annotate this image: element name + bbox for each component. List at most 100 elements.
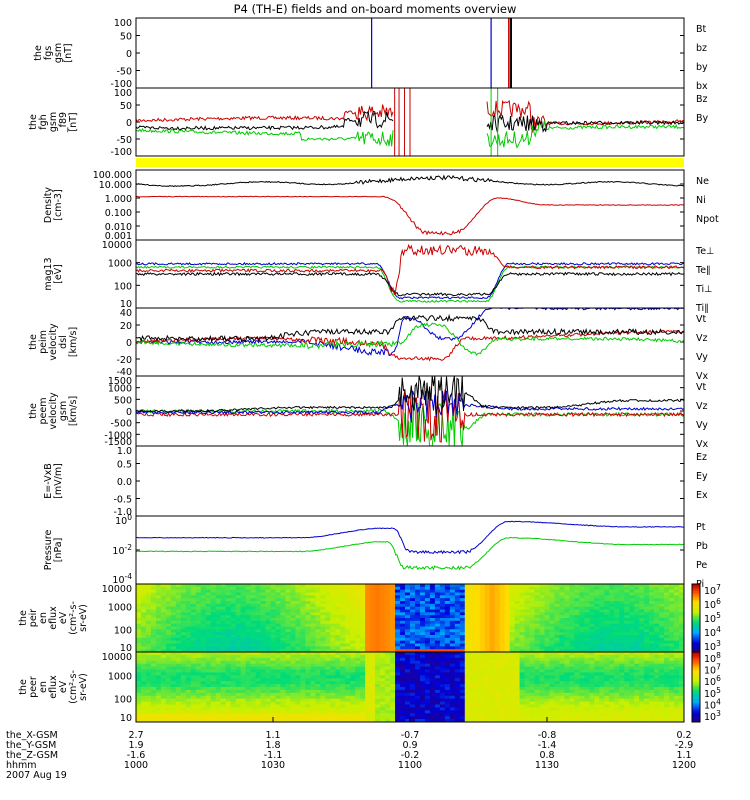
spectro-cell: [300, 687, 306, 691]
spectro-cell: [489, 615, 496, 619]
spectro-cell: [365, 615, 371, 619]
legend-efield-1: Ey: [696, 471, 708, 482]
spectro-cell: [136, 716, 142, 720]
spectro-cell: [549, 713, 555, 717]
spectro-cell: [205, 601, 212, 605]
spectro-cell: [484, 701, 491, 705]
spectro-cell: [260, 681, 266, 685]
spectro-cell: [594, 635, 600, 639]
spectro-cell: [454, 584, 461, 588]
spectro-cell: [439, 615, 446, 619]
spectro-cell: [624, 640, 630, 644]
spectro-cell: [400, 598, 406, 602]
spectro-cell: [165, 681, 172, 685]
spectro-cell: [370, 618, 376, 622]
spectro-cell: [375, 716, 381, 720]
spectro-cell: [534, 681, 540, 685]
spectro-cell: [345, 623, 351, 627]
spectro-cell: [659, 640, 665, 644]
spectro-cell: [300, 615, 306, 619]
spectro-cell: [320, 603, 326, 608]
spectro-cell: [579, 606, 585, 610]
spectro-cell: [290, 666, 296, 670]
spectro-cell: [459, 684, 466, 688]
spectro-cell: [295, 643, 301, 647]
spectro-cell: [609, 640, 615, 644]
spectro-cell: [390, 669, 396, 673]
spectro-cell: [340, 678, 346, 682]
spectro-cell: [564, 615, 570, 619]
spectro-cell: [390, 678, 396, 682]
spectro-cell: [484, 646, 491, 650]
spectro-cell: [474, 692, 481, 697]
spectro-cell: [524, 652, 530, 656]
spectro-cell: [504, 663, 511, 667]
spectro-cell: [479, 606, 486, 610]
spectro-cell: [454, 660, 461, 665]
spectro-cell: [519, 707, 525, 711]
spectro-cell: [240, 675, 246, 679]
spectro-cell: [330, 586, 336, 591]
spectro-cell: [514, 666, 520, 670]
spectro-cell: [365, 713, 371, 717]
spectro-cell: [400, 640, 406, 644]
spectro-cell: [514, 615, 520, 619]
spectro-cell: [429, 660, 436, 665]
spectro-cell: [285, 704, 291, 708]
spectro-cell: [295, 646, 301, 650]
spectro-cell: [519, 687, 525, 691]
spectro-cell: [405, 666, 411, 670]
spectro-cell: [385, 663, 391, 667]
spectro-cell: [350, 652, 356, 656]
spectro-cell: [579, 640, 585, 644]
spectro-cell: [360, 586, 366, 591]
spectro-cell: [469, 684, 476, 688]
spectro-cell: [310, 623, 316, 627]
spectro-cell: [484, 716, 491, 720]
spectro-cell: [175, 687, 182, 691]
spectro-cell: [310, 716, 316, 720]
spectro-cell: [150, 710, 157, 714]
spectro-cell: [509, 675, 516, 679]
spectro-cell: [579, 646, 585, 650]
spectro-cell: [434, 623, 441, 627]
spectro-cell: [150, 687, 157, 691]
spectro-cell: [160, 626, 167, 630]
spectro-cell: [335, 660, 341, 665]
spectro-cell: [220, 635, 227, 639]
panel-ylabel-peer: the peer en eflux eV (cm²-s-sr-eV): [18, 670, 89, 704]
spectro-cell: [514, 663, 520, 667]
spectro-cell: [140, 589, 147, 593]
ytick-label: 40: [120, 308, 132, 319]
spectro-cell: [589, 609, 595, 613]
spectro-cell: [145, 584, 152, 588]
spectro-cell: [559, 603, 565, 608]
spectro-cell: [554, 606, 560, 610]
spectro-cell: [315, 707, 321, 711]
spectro-cell: [539, 710, 545, 714]
spectro-cell: [439, 692, 446, 697]
spectro-cell: [459, 678, 466, 682]
spectro-cell: [664, 629, 670, 633]
spectro-cell: [310, 589, 316, 593]
spectro-cell: [604, 609, 610, 613]
spectro-cell: [370, 598, 376, 602]
spectro-cell: [649, 649, 655, 653]
spectro-cell: [160, 663, 167, 667]
spectro-cell: [155, 716, 162, 720]
spectro-cell: [559, 601, 565, 605]
spectro-cell: [265, 716, 271, 720]
spectro-cell: [434, 640, 441, 644]
spectro-cell: [370, 687, 376, 691]
spectro-cell: [260, 586, 266, 591]
spectro-cell: [295, 584, 301, 588]
spectro-cell: [175, 704, 182, 708]
spectro-cell: [136, 609, 142, 613]
spectro-cell: [564, 649, 570, 653]
spectro-cell: [320, 635, 326, 639]
spectro-cell: [669, 595, 675, 599]
spectro-cell: [265, 640, 271, 644]
spectro-cell: [275, 701, 281, 705]
spectro-cell: [315, 643, 321, 647]
spectro-cell: [534, 654, 540, 659]
